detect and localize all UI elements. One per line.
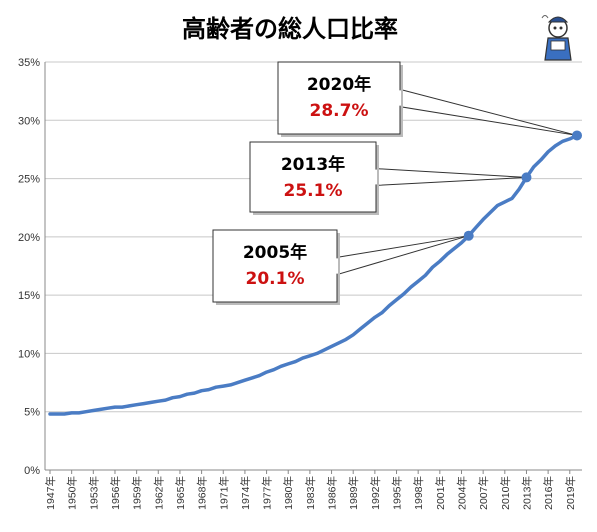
highlight-point — [463, 230, 474, 241]
series-line — [48, 133, 579, 416]
callout-leader — [375, 168, 527, 186]
x-tick-label: 1980年 — [282, 476, 295, 510]
x-tick-label: 1974年 — [239, 476, 252, 510]
chart-title: 高齢者の総人口比率 — [182, 15, 398, 43]
y-tick-label: 35% — [18, 57, 40, 69]
x-tick-label: 1977年 — [261, 476, 274, 510]
callout-leader — [336, 235, 469, 276]
x-tick-label: 1971年 — [217, 476, 230, 510]
x-tick-label: 2016年 — [542, 476, 555, 510]
annotation-value: 20.1% — [246, 269, 305, 289]
callout-box — [249, 141, 377, 213]
y-tick-label: 30% — [18, 115, 40, 127]
x-tick-label: 1950年 — [66, 476, 79, 510]
x-tick-label: 2010年 — [499, 476, 512, 510]
x-tick-label: 1986年 — [326, 476, 339, 510]
annotation-year: 2005年 — [243, 242, 307, 263]
x-tick-label: 1965年 — [174, 476, 187, 510]
annotation-year: 2020年 — [307, 74, 371, 95]
x-tick-label: 1959年 — [131, 476, 144, 510]
annotation-year: 2013年 — [281, 154, 345, 175]
x-tick-label: 2019年 — [564, 476, 577, 510]
x-tick-label: 1968年 — [196, 476, 209, 510]
x-tick-label: 2007年 — [477, 476, 490, 510]
x-tick-label: 1983年 — [304, 476, 317, 510]
callout-leader — [399, 88, 578, 136]
y-tick-label: 25% — [18, 174, 40, 186]
y-tick-label: 0% — [24, 465, 40, 477]
x-tick-label: 1962年 — [152, 476, 165, 510]
x-tick-label: 1998年 — [412, 476, 425, 510]
x-tick-label: 2013年 — [520, 476, 533, 510]
y-tick-label: 20% — [18, 232, 40, 244]
x-tick-label: 1956年 — [109, 476, 122, 510]
y-tick-label: 5% — [24, 407, 40, 419]
x-tick-label: 1947年 — [44, 476, 57, 510]
highlight-point — [572, 130, 582, 141]
x-tick-label: 1989年 — [347, 476, 360, 510]
callout-box — [277, 61, 401, 135]
annotation-value: 28.7% — [310, 101, 369, 121]
y-tick-label: 15% — [18, 290, 40, 302]
y-tick-label: 10% — [18, 348, 40, 360]
highlight-point — [521, 172, 532, 183]
x-tick-label: 2001年 — [434, 476, 447, 510]
mascot-logo-icon — [541, 15, 572, 61]
x-tick-label: 2004年 — [455, 476, 468, 510]
annotation-value: 25.1% — [284, 181, 343, 201]
x-tick-label: 1953年 — [87, 476, 100, 510]
x-tick-label: 1995年 — [391, 476, 404, 510]
callout-box — [212, 229, 338, 303]
x-tick-label: 1992年 — [369, 476, 382, 510]
